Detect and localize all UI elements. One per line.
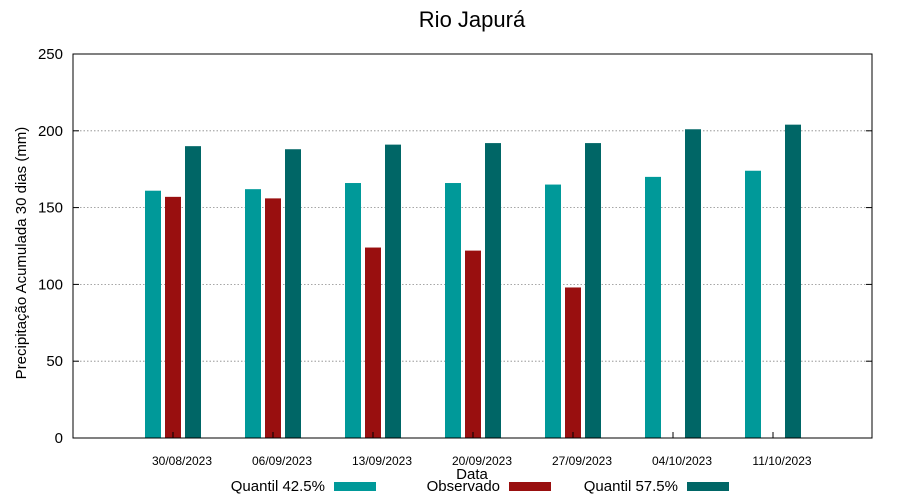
x-tick-label: 13/09/2023	[352, 454, 412, 468]
chart-title: Rio Japurá	[419, 7, 526, 32]
bars	[145, 124, 801, 438]
bar-quantil-57-5--6	[785, 124, 801, 438]
bar-observado-4	[565, 287, 581, 438]
x-axis-label: Data	[456, 466, 488, 483]
bar-quantil-42-5--1	[245, 189, 261, 438]
y-axis-label: Precipitação Acumulada 30 dias (mm)	[13, 127, 30, 380]
x-tick-label: 27/09/2023	[552, 454, 612, 468]
bar-observado-1	[265, 198, 281, 438]
bar-quantil-42-5--4	[545, 184, 561, 438]
bar-quantil-57-5--1	[285, 149, 301, 438]
legend-label: Observado	[427, 478, 500, 495]
bar-quantil-57-5--5	[685, 129, 701, 438]
legend: Quantil 42.5% Observado Quantil 57.5%	[231, 478, 729, 495]
bar-quantil-57-5--3	[485, 143, 501, 438]
bar-quantil-42-5--5	[645, 176, 661, 438]
bar-quantil-57-5--4	[585, 143, 601, 438]
bar-observado-0	[165, 196, 181, 438]
bar-quantil-42-5--2	[345, 183, 361, 438]
bar-quantil-42-5--3	[445, 183, 461, 438]
y-tick-label: 250	[38, 46, 63, 63]
bar-quantil-42-5--0	[145, 190, 161, 438]
x-tick-label: 20/09/2023	[452, 454, 512, 468]
y-tick-label: 50	[46, 353, 63, 370]
x-tick-label: 30/08/2023	[152, 454, 212, 468]
y-tick-label: 100	[38, 276, 63, 293]
legend-label: Quantil 42.5%	[231, 478, 325, 495]
bar-quantil-57-5--0	[185, 146, 201, 438]
bar-observado-3	[465, 250, 481, 438]
x-tick-label: 04/10/2023	[652, 454, 712, 468]
bar-observado-2	[365, 247, 381, 438]
legend-swatch	[687, 482, 729, 491]
y-tick-label: 0	[55, 430, 63, 447]
x-axis-ticks: 30/08/2023 06/09/2023 13/09/2023 20/09/2023…	[152, 432, 812, 468]
y-axis-ticks: 0 50 100 150 200 250	[38, 46, 872, 447]
y-tick-label: 200	[38, 123, 63, 140]
x-tick-label: 11/10/2023	[752, 454, 811, 468]
bar-quantil-57-5--2	[385, 144, 401, 438]
legend-swatch	[509, 482, 551, 491]
legend-label: Quantil 57.5%	[584, 478, 678, 495]
bar-quantil-42-5--6	[745, 170, 761, 438]
legend-swatch	[334, 482, 376, 491]
x-tick-label: 06/09/2023	[252, 454, 312, 468]
y-tick-label: 150	[38, 200, 63, 217]
